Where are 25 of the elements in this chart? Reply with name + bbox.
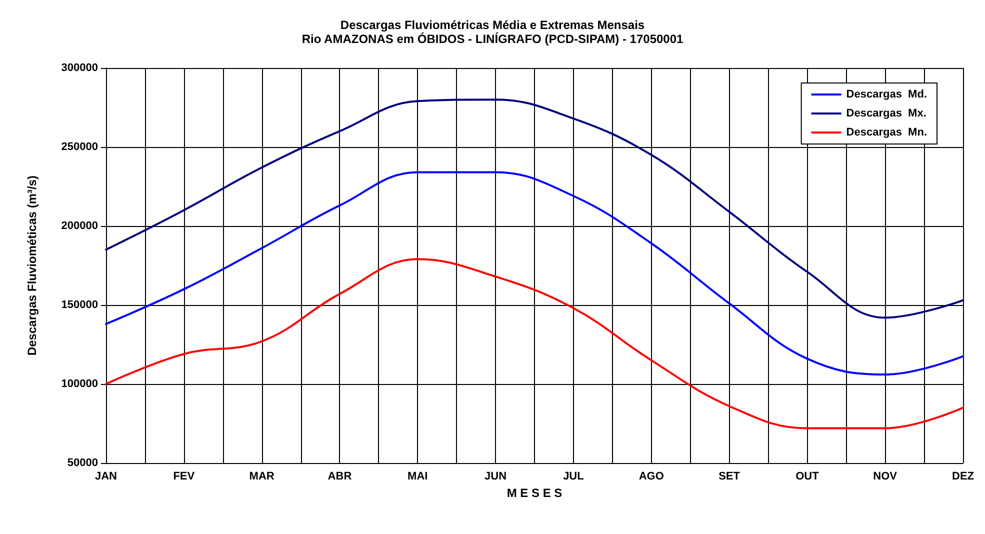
x-tick-label: DEZ <box>952 470 974 482</box>
y-tick-label: 300000 <box>61 62 98 74</box>
x-axis-title: M E S E S <box>506 486 562 500</box>
x-tick-label: JUL <box>563 470 584 482</box>
x-tick-label: ABR <box>328 470 352 482</box>
y-tick-label: 250000 <box>61 141 98 153</box>
y-axis-title: Descargas Fluviométicas (m³/s) <box>25 175 39 356</box>
y-tick-label: 100000 <box>61 378 98 390</box>
y-tick-label: 150000 <box>61 299 98 311</box>
x-tick-label: MAI <box>408 470 428 482</box>
x-tick-label: JAN <box>94 470 118 482</box>
x-tick-label: FEV <box>173 470 196 482</box>
x-tick-label: SET <box>718 470 740 482</box>
x-tick-label: AGO <box>638 470 664 482</box>
x-tick-label: JUN <box>484 470 507 482</box>
x-tick-label: MAR <box>249 470 274 482</box>
y-tick-label: 200000 <box>61 220 98 232</box>
y-tick-label: 50000 <box>67 457 98 469</box>
chart-title: Descargas Fluviométricas Média e Extremas Mensais <box>340 18 645 32</box>
legend-label: Descargas Mn. <box>846 126 927 138</box>
legend-label: Descargas Md. <box>846 88 927 100</box>
chart-subtitle: Rio AMAZONAS em ÓBIDOS - LINÍGRAFO (PCD-SIPAM) - 17050001 <box>302 32 684 46</box>
x-tick-label: NOV <box>873 470 898 482</box>
x-tick-label: OUT <box>796 470 820 482</box>
legend-label: Descargas Mx. <box>846 108 926 120</box>
